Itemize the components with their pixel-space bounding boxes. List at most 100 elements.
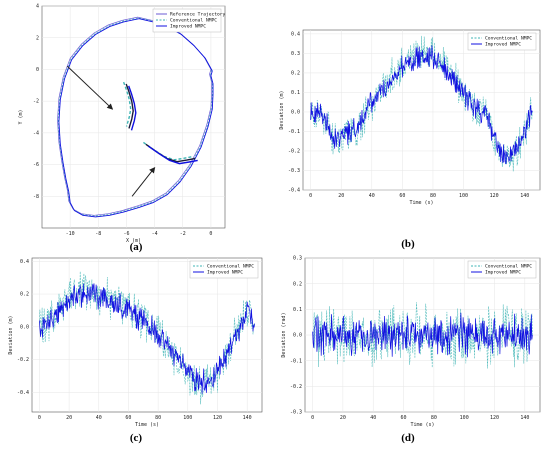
x-axis-label: Time (s)	[410, 422, 434, 428]
x-tick-label: 120	[490, 193, 499, 199]
plot-frame	[31, 257, 263, 413]
legend-label: Conventional NMPC	[207, 264, 254, 270]
x-tick-label: 0	[309, 193, 312, 199]
y-tick-label: 2	[36, 35, 39, 41]
y-tick-label: 0.2	[291, 71, 300, 77]
panel-label: (a)	[130, 241, 143, 253]
y-tick-label: 0.2	[293, 281, 302, 287]
x-tick-label: 40	[96, 415, 102, 421]
series-line-2	[39, 283, 255, 394]
x-tick-label: 40	[370, 415, 376, 421]
chart-panel-3: 0 20 40 60 80 100 120 140 0.4 0.2 0.0 -0.2 -0.4 Time …	[8, 257, 263, 444]
inset-curve	[122, 81, 132, 127]
x-tick-label: 80	[430, 193, 436, 199]
x-axis-label: Time (s)	[135, 422, 159, 428]
series-group	[310, 35, 533, 172]
y-tick-label: -0.4	[17, 390, 29, 396]
y-tick-label: 0.1	[291, 90, 300, 96]
legend-label: Conventional NMPC	[170, 18, 217, 24]
legend-box	[152, 8, 222, 33]
legend-label: Conventional NMPC	[485, 36, 532, 42]
y-axis-label: Deviation (m)	[8, 315, 14, 354]
x-tick-label: 20	[338, 193, 344, 199]
y-tick-label: 0.0	[293, 333, 302, 339]
y-tick-label: -0.3	[288, 168, 300, 174]
x-tick-label: -10	[66, 231, 75, 237]
chart-panel-1: -10 -8 -6 -4 -2 0 4 2 0 -2 -4 -6 -8 X (m) Y (m) Referen…	[18, 4, 226, 253]
y-axis-label: Deviation (m)	[279, 90, 285, 129]
y-tick-label: 0.0	[291, 110, 300, 116]
legend-box	[189, 260, 259, 279]
series-line-1	[310, 35, 533, 172]
series-line-2	[312, 312, 533, 358]
y-tick-label: 0.2	[20, 292, 29, 298]
x-tick-label: 60	[125, 415, 131, 421]
panel-label: (d)	[401, 432, 415, 444]
plot-frame	[41, 5, 226, 229]
y-tick-label: 0	[36, 67, 39, 73]
legend-label: Improved NMPC	[207, 270, 243, 276]
chart-panel-2: 0 20 40 60 80 100 120 140 0.4 0.3 0.2 0.1 0.0 -0.1 -0.…	[279, 29, 541, 250]
y-tick-label: -0.3	[290, 410, 302, 416]
x-tick-label: 60	[401, 415, 407, 421]
x-tick-label: 60	[399, 193, 405, 199]
x-tick-label: 20	[66, 415, 72, 421]
y-tick-label: -0.2	[17, 357, 29, 363]
y-tick-label: 0.4	[291, 32, 300, 38]
x-tick-label: 80	[155, 415, 161, 421]
x-tick-label: -4	[152, 231, 158, 237]
x-tick-label: 0	[311, 415, 314, 421]
y-tick-label: -4	[33, 130, 39, 136]
x-tick-label: 80	[431, 415, 437, 421]
y-tick-label: 0.3	[293, 256, 302, 262]
series-group	[39, 271, 255, 405]
series-line-1	[312, 302, 533, 369]
y-axis-label: Y (m)	[18, 109, 24, 124]
series-line-2	[57, 17, 213, 217]
y-tick-label: 0.0	[20, 324, 29, 330]
series-line-2	[310, 45, 533, 165]
x-tick-label: 40	[369, 193, 375, 199]
y-tick-label: -0.2	[288, 149, 300, 155]
inset-curve	[147, 145, 198, 165]
series-line-3	[58, 18, 214, 218]
x-tick-label: 20	[340, 415, 346, 421]
legend-label: Improved NMPC	[170, 24, 206, 30]
y-tick-label: -0.4	[288, 188, 300, 194]
y-tick-label: -8	[33, 194, 39, 200]
x-tick-label: 120	[213, 415, 222, 421]
legend-box	[467, 32, 537, 51]
y-tick-label: 4	[36, 4, 39, 10]
x-tick-label: 0	[209, 231, 212, 237]
series-group	[312, 302, 533, 369]
x-tick-label: 120	[490, 415, 499, 421]
y-axis-label: Deviation (rad)	[281, 312, 287, 357]
y-tick-label: -0.2	[290, 384, 302, 390]
series-line-1	[57, 16, 212, 216]
x-axis-label: Time (s)	[409, 200, 433, 206]
x-tick-label: 100	[460, 415, 469, 421]
x-tick-label: 100	[459, 193, 468, 199]
x-tick-label: -6	[123, 231, 129, 237]
y-tick-label: -0.1	[290, 358, 302, 364]
x-tick-label: 140	[243, 415, 252, 421]
panel-label: (c)	[130, 432, 143, 444]
x-tick-label: 140	[520, 193, 529, 199]
y-tick-label: 0.3	[291, 51, 300, 57]
zoom-arrow	[66, 65, 114, 110]
panel-label: (b)	[401, 238, 415, 250]
x-tick-label: -2	[180, 231, 186, 237]
series-group	[57, 16, 214, 218]
y-tick-label: -0.1	[288, 129, 300, 135]
y-tick-label: 0.4	[20, 259, 29, 265]
y-tick-label: -6	[33, 162, 39, 168]
x-tick-label: 140	[520, 415, 529, 421]
y-tick-label: -2	[33, 99, 39, 105]
x-tick-label: 0	[38, 415, 41, 421]
zoom-arrow	[131, 166, 156, 197]
inset-curve	[125, 83, 134, 129]
chart-panel-4: 0 20 40 60 80 100 120 140 0.3 0.2 0.1 0.0 -0.1 -0.2 -0…	[281, 256, 541, 444]
legend-label: Reference Trajectory	[170, 12, 226, 18]
legend-label: Conventional NMPC	[485, 264, 532, 270]
legend-box	[467, 260, 537, 279]
